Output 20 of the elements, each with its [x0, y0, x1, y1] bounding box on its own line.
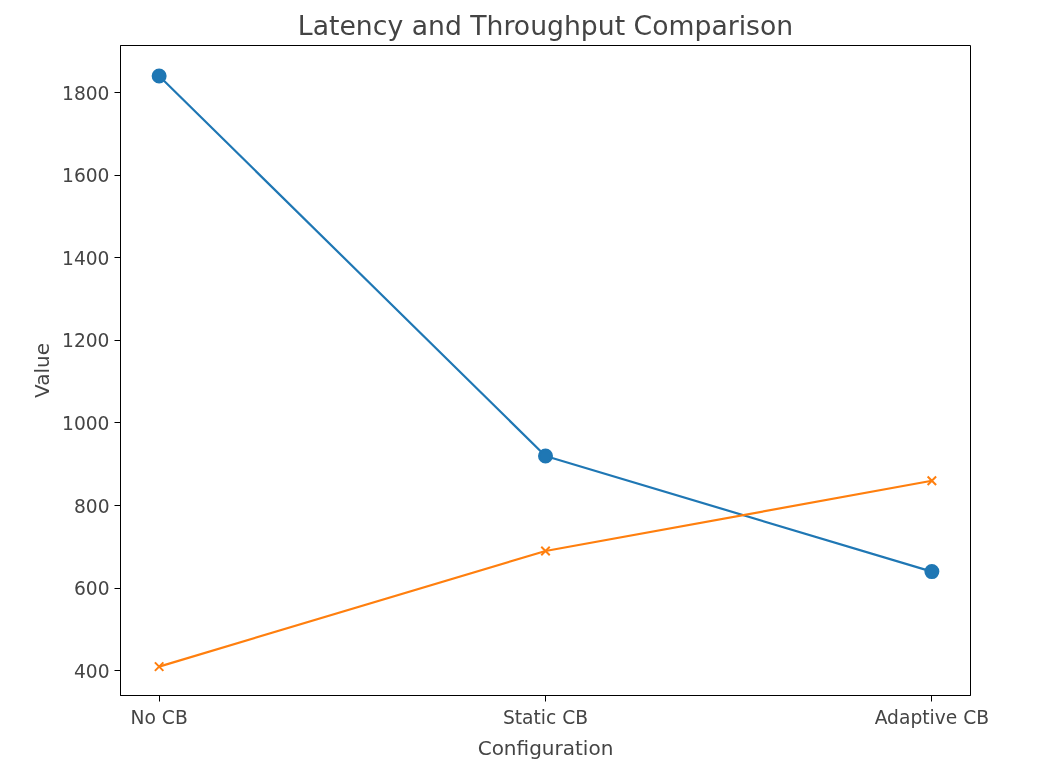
x-tick-label: No CB — [130, 706, 188, 728]
y-tick-label: 1200 — [62, 330, 110, 352]
x-tick-label: Adaptive CB — [874, 706, 990, 728]
x-axis-title: Configuration — [477, 735, 614, 760]
point — [540, 545, 551, 557]
y-tick-label: 1000 — [62, 412, 110, 434]
point — [538, 448, 553, 464]
y-tick-label: 400 — [73, 660, 110, 682]
x-tick-label: Static CB — [502, 706, 589, 728]
chart-title: Latency and Throughput Comparison — [297, 9, 794, 41]
point — [153, 661, 165, 672]
y-tick-label: 800 — [73, 495, 110, 517]
y-tick-label: 1800 — [62, 82, 110, 104]
point — [924, 564, 940, 580]
y-tick-label: 1400 — [62, 247, 110, 269]
y-tick-label: 1600 — [62, 165, 110, 187]
y-axis-title: Value — [30, 343, 55, 398]
y-tick-label: 600 — [73, 578, 110, 600]
point — [151, 68, 167, 84]
point — [926, 475, 938, 486]
